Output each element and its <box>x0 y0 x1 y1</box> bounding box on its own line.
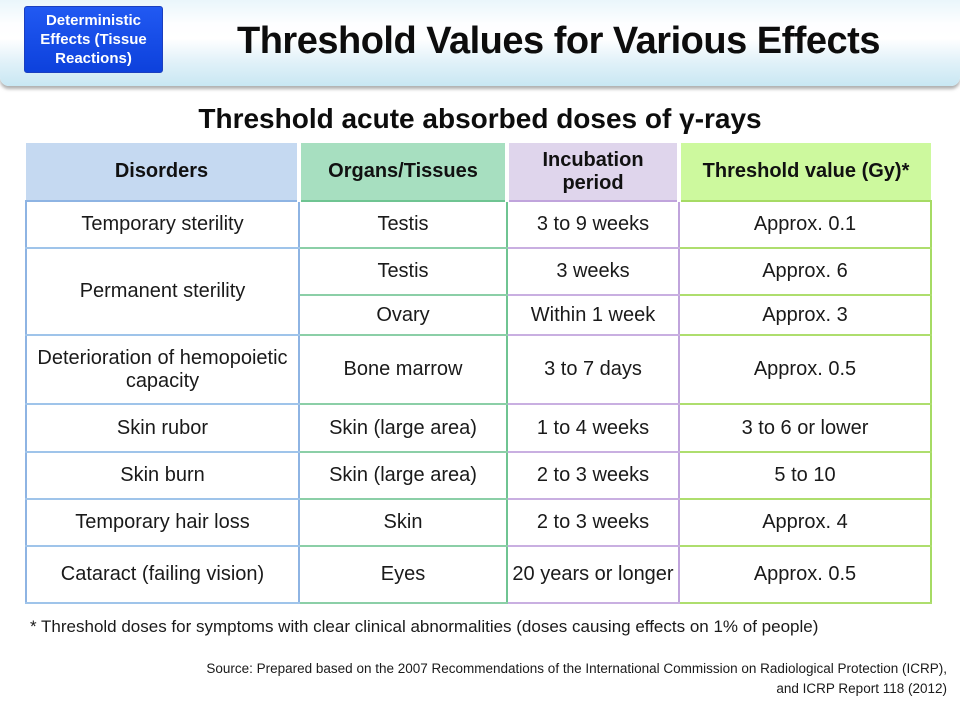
cell-value: Approx. 3 <box>679 295 932 336</box>
cell-period: 20 years or longer <box>507 546 680 604</box>
cell-organ: Skin (large area) <box>299 404 508 453</box>
cell-value: 5 to 10 <box>679 452 932 500</box>
title-banner: Deterministic Effects (Tissue Reactions)… <box>0 0 960 86</box>
table-row: Permanent sterility Testis 3 weeks Appro… <box>25 248 932 336</box>
cell-organ: Bone marrow <box>299 335 508 405</box>
cell-value: Approx. 4 <box>679 499 932 547</box>
table-row: Cataract (failing vision) Eyes 20 years … <box>25 546 932 604</box>
cell-value: Approx. 0.1 <box>679 201 932 249</box>
cell-disorder: Temporary sterility <box>25 201 300 249</box>
cell-organ: Testis <box>299 248 508 296</box>
cell-disorder: Permanent sterility <box>25 248 300 336</box>
cell-disorder: Cataract (failing vision) <box>25 546 300 604</box>
source-attribution: Source: Prepared based on the 2007 Recom… <box>0 659 947 700</box>
table-row: Skin burn Skin (large area) 2 to 3 weeks… <box>25 452 932 500</box>
category-tag: Deterministic Effects (Tissue Reactions) <box>24 6 163 73</box>
table-row: Temporary sterility Testis 3 to 9 weeks … <box>25 201 932 249</box>
cell-period: Within 1 week <box>507 295 680 336</box>
cell-period: 3 to 7 days <box>507 335 680 405</box>
footnote: * Threshold doses for symptoms with clea… <box>30 617 819 636</box>
table-row: Skin rubor Skin (large area) 1 to 4 week… <box>25 404 932 453</box>
cell-disorder: Temporary hair loss <box>25 499 300 547</box>
cell-organ: Testis <box>299 201 508 249</box>
table-row: Temporary hair loss Skin 2 to 3 weeks Ap… <box>25 499 932 547</box>
source-line-1: Source: Prepared based on the 2007 Recom… <box>206 661 947 676</box>
page-title: Threshold Values for Various Effects <box>237 19 880 62</box>
threshold-dose-table: Disorders Organs/Tissues Incubation peri… <box>25 143 932 604</box>
cell-period: 2 to 3 weeks <box>507 452 680 500</box>
cell-value: Approx. 0.5 <box>679 546 932 604</box>
column-header-disorders: Disorders <box>26 143 301 202</box>
column-header-threshold: Threshold value (Gy)* <box>677 143 931 202</box>
cell-disorder: Deterioration of hemopoietic capacity <box>25 335 300 405</box>
category-tag-label: Deterministic Effects (Tissue Reactions) <box>40 11 147 68</box>
cell-value: Approx. 6 <box>679 248 932 296</box>
source-line-2: and ICRP Report 118 (2012) <box>776 681 947 697</box>
cell-period: 2 to 3 weeks <box>507 499 680 547</box>
cell-organ: Skin <box>299 499 508 547</box>
cell-organ: Skin (large area) <box>299 452 508 500</box>
table-row: Deterioration of hemopoietic capacity Bo… <box>25 335 932 405</box>
cell-organ: Ovary <box>299 295 508 336</box>
cell-organ: Eyes <box>299 546 508 604</box>
cell-disorder: Skin burn <box>25 452 300 500</box>
column-header-organs: Organs/Tissues <box>297 143 509 202</box>
cell-period: 3 weeks <box>507 248 680 296</box>
cell-value: Approx. 0.5 <box>679 335 932 405</box>
cell-period: 3 to 9 weeks <box>507 201 680 249</box>
table-row: Ovary Within 1 week Approx. 3 <box>26 295 932 336</box>
cell-period: 1 to 4 weeks <box>507 404 680 453</box>
table-subtitle: Threshold acute absorbed doses of γ-rays <box>198 103 762 134</box>
column-header-incubation: Incubation period <box>505 143 681 202</box>
cell-disorder: Skin rubor <box>25 404 300 453</box>
table-header-row: Disorders Organs/Tissues Incubation peri… <box>26 143 931 202</box>
cell-value: 3 to 6 or lower <box>679 404 932 453</box>
